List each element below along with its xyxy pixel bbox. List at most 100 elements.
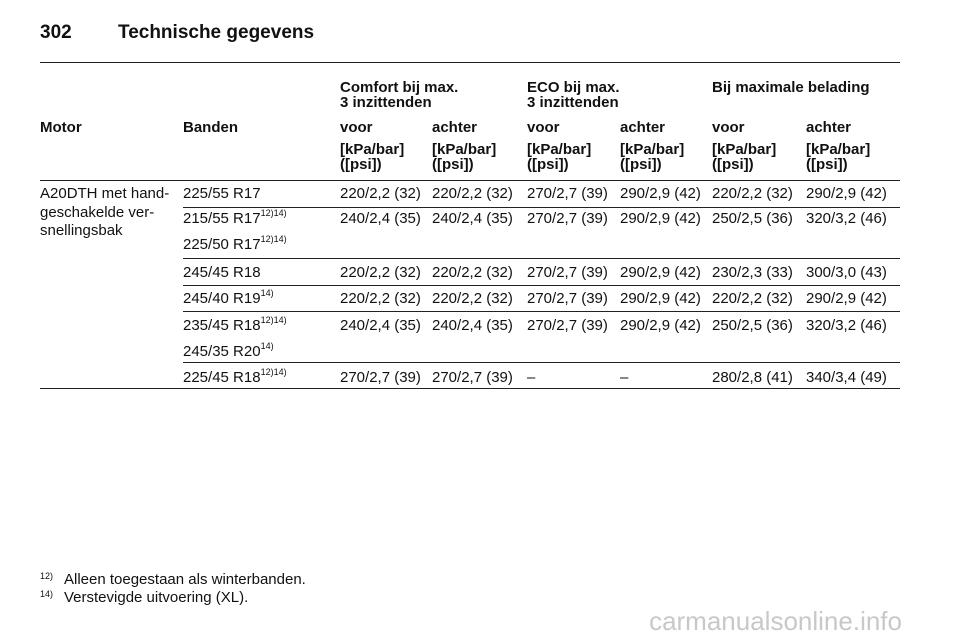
motor-cell: geschakelde ver- (40, 203, 155, 221)
pressure-value: 270/2,7 (39) (432, 369, 513, 386)
column-header: achter (620, 119, 666, 136)
unit-label: ([psi]) (806, 156, 848, 173)
pressure-value: – (527, 369, 536, 386)
pressure-value: 290/2,9 (42) (806, 290, 887, 307)
pressure-value: 300/3,0 (43) (806, 264, 887, 281)
tyre-size-text: 245/45 R18 (183, 264, 261, 281)
footnote-text: Alleen toegestaan als winterbanden. (64, 571, 306, 588)
tyre-size-text: 245/35 R20 (183, 343, 261, 360)
tyre-size-text: 235/45 R18 (183, 317, 261, 334)
motor-cell: snellingsbak (40, 222, 123, 239)
footnote-ref: 14) (260, 288, 274, 298)
footnote-ref: 12)14) (260, 315, 287, 325)
footnote-mark: 14) (40, 589, 54, 599)
row-separator (183, 311, 900, 312)
pressure-value: 290/2,9 (42) (620, 210, 701, 227)
tyre-size: 215/55 R1712)14) (183, 208, 287, 228)
column-header: Motor (40, 119, 82, 136)
pressure-value: 290/2,9 (42) (620, 264, 701, 281)
unit-label: [kPa/bar] (712, 141, 777, 158)
pressure-value: 220/2,2 (32) (432, 185, 513, 202)
pressure-value: 220/2,2 (32) (340, 264, 421, 281)
unit-label: [kPa/bar] (620, 141, 685, 158)
tyre-size: 245/40 R1914) (183, 288, 274, 308)
footnote-ref: 12)14) (260, 367, 287, 377)
unit-label: ([psi]) (527, 156, 569, 173)
pressure-value: 240/2,4 (35) (432, 317, 513, 334)
pressure-value: 220/2,2 (32) (712, 290, 793, 307)
column-header: achter (432, 119, 478, 136)
row-separator (183, 285, 900, 286)
footnote-text: Verstevigde uitvoering (XL). (64, 589, 249, 606)
column-header: voor (340, 119, 373, 136)
column-header: achter (806, 119, 852, 136)
pressure-value: 220/2,2 (32) (340, 185, 421, 202)
footnote-ref: 12)14) (260, 234, 287, 244)
tyre-size-text: 225/50 R17 (183, 236, 261, 253)
footnote-ref: 14) (260, 341, 274, 351)
unit-label: ([psi]) (340, 156, 382, 173)
tyre-size-text: 225/55 R17 (183, 185, 261, 202)
column-header: voor (712, 119, 745, 136)
tyre-size-text: 225/45 R18 (183, 369, 261, 386)
pressure-value: 250/2,5 (36) (712, 210, 793, 227)
pressure-value: 290/2,9 (42) (806, 185, 887, 202)
pressure-value: 270/2,7 (39) (527, 290, 608, 307)
pressure-value: 320/3,2 (46) (806, 210, 887, 227)
tyre-size: 235/45 R1812)14) (183, 315, 287, 335)
motor-cell: A20DTH met hand- (40, 185, 170, 202)
watermark: carmanualsonline.info (649, 606, 902, 636)
page-title: Technische gegevens (118, 22, 315, 43)
tyre-size: 245/35 R2014) (183, 341, 274, 361)
tyre-size: 225/55 R17 (183, 185, 261, 203)
unit-label: [kPa/bar] (527, 141, 592, 158)
row-separator (40, 388, 900, 389)
pressure-value: 230/2,3 (33) (712, 264, 793, 281)
group-header: Bij maximale belading (712, 79, 870, 96)
pressure-value: 320/3,2 (46) (806, 317, 887, 334)
row-separator (183, 207, 900, 208)
pressure-value: 280/2,8 (41) (712, 369, 793, 386)
footnote-ref: 12)14) (260, 208, 287, 218)
pressure-value: 290/2,9 (42) (620, 290, 701, 307)
column-header: voor (527, 119, 560, 136)
tyre-size-text: 215/55 R17 (183, 210, 261, 227)
group-header: 3 inzittenden (527, 94, 619, 111)
pressure-value: 290/2,9 (42) (620, 185, 701, 202)
tyre-size-text: 245/40 R19 (183, 290, 261, 307)
pressure-value: – (620, 369, 629, 386)
tyre-size: 225/45 R1812)14) (183, 367, 287, 387)
unit-label: ([psi]) (620, 156, 662, 173)
pressure-value: 240/2,4 (35) (340, 317, 421, 334)
column-header: Banden (183, 119, 239, 136)
unit-label: ([psi]) (712, 156, 754, 173)
pressure-value: 220/2,2 (32) (340, 290, 421, 307)
row-separator (183, 362, 900, 363)
pressure-value: 270/2,7 (39) (527, 264, 608, 281)
footnote-mark: 12) (40, 571, 54, 581)
pressure-value: 250/2,5 (36) (712, 317, 793, 334)
pressure-value: 270/2,7 (39) (527, 317, 608, 334)
group-header: ECO bij max. (527, 79, 620, 96)
row-separator (183, 258, 900, 259)
rule (40, 62, 900, 63)
pressure-value: 340/3,4 (49) (806, 369, 887, 386)
pressure-value: 220/2,2 (32) (712, 185, 793, 202)
unit-label: [kPa/bar] (432, 141, 497, 158)
unit-label: [kPa/bar] (340, 141, 405, 158)
pressure-value: 220/2,2 (32) (432, 264, 513, 281)
pressure-value: 220/2,2 (32) (432, 290, 513, 307)
row-separator (40, 180, 900, 181)
pressure-value: 290/2,9 (42) (620, 317, 701, 334)
tyre-size: 225/50 R1712)14) (183, 234, 287, 254)
tyre-size: 245/45 R18 (183, 264, 261, 282)
pressure-value: 240/2,4 (35) (340, 210, 421, 227)
group-header: 3 inzittenden (340, 94, 432, 111)
pressure-value: 240/2,4 (35) (432, 210, 513, 227)
page-number: 302 (40, 22, 72, 43)
pressure-value: 270/2,7 (39) (527, 185, 608, 202)
pressure-value: 270/2,7 (39) (340, 369, 421, 386)
unit-label: [kPa/bar] (806, 141, 871, 158)
group-header: Comfort bij max. (340, 79, 459, 96)
